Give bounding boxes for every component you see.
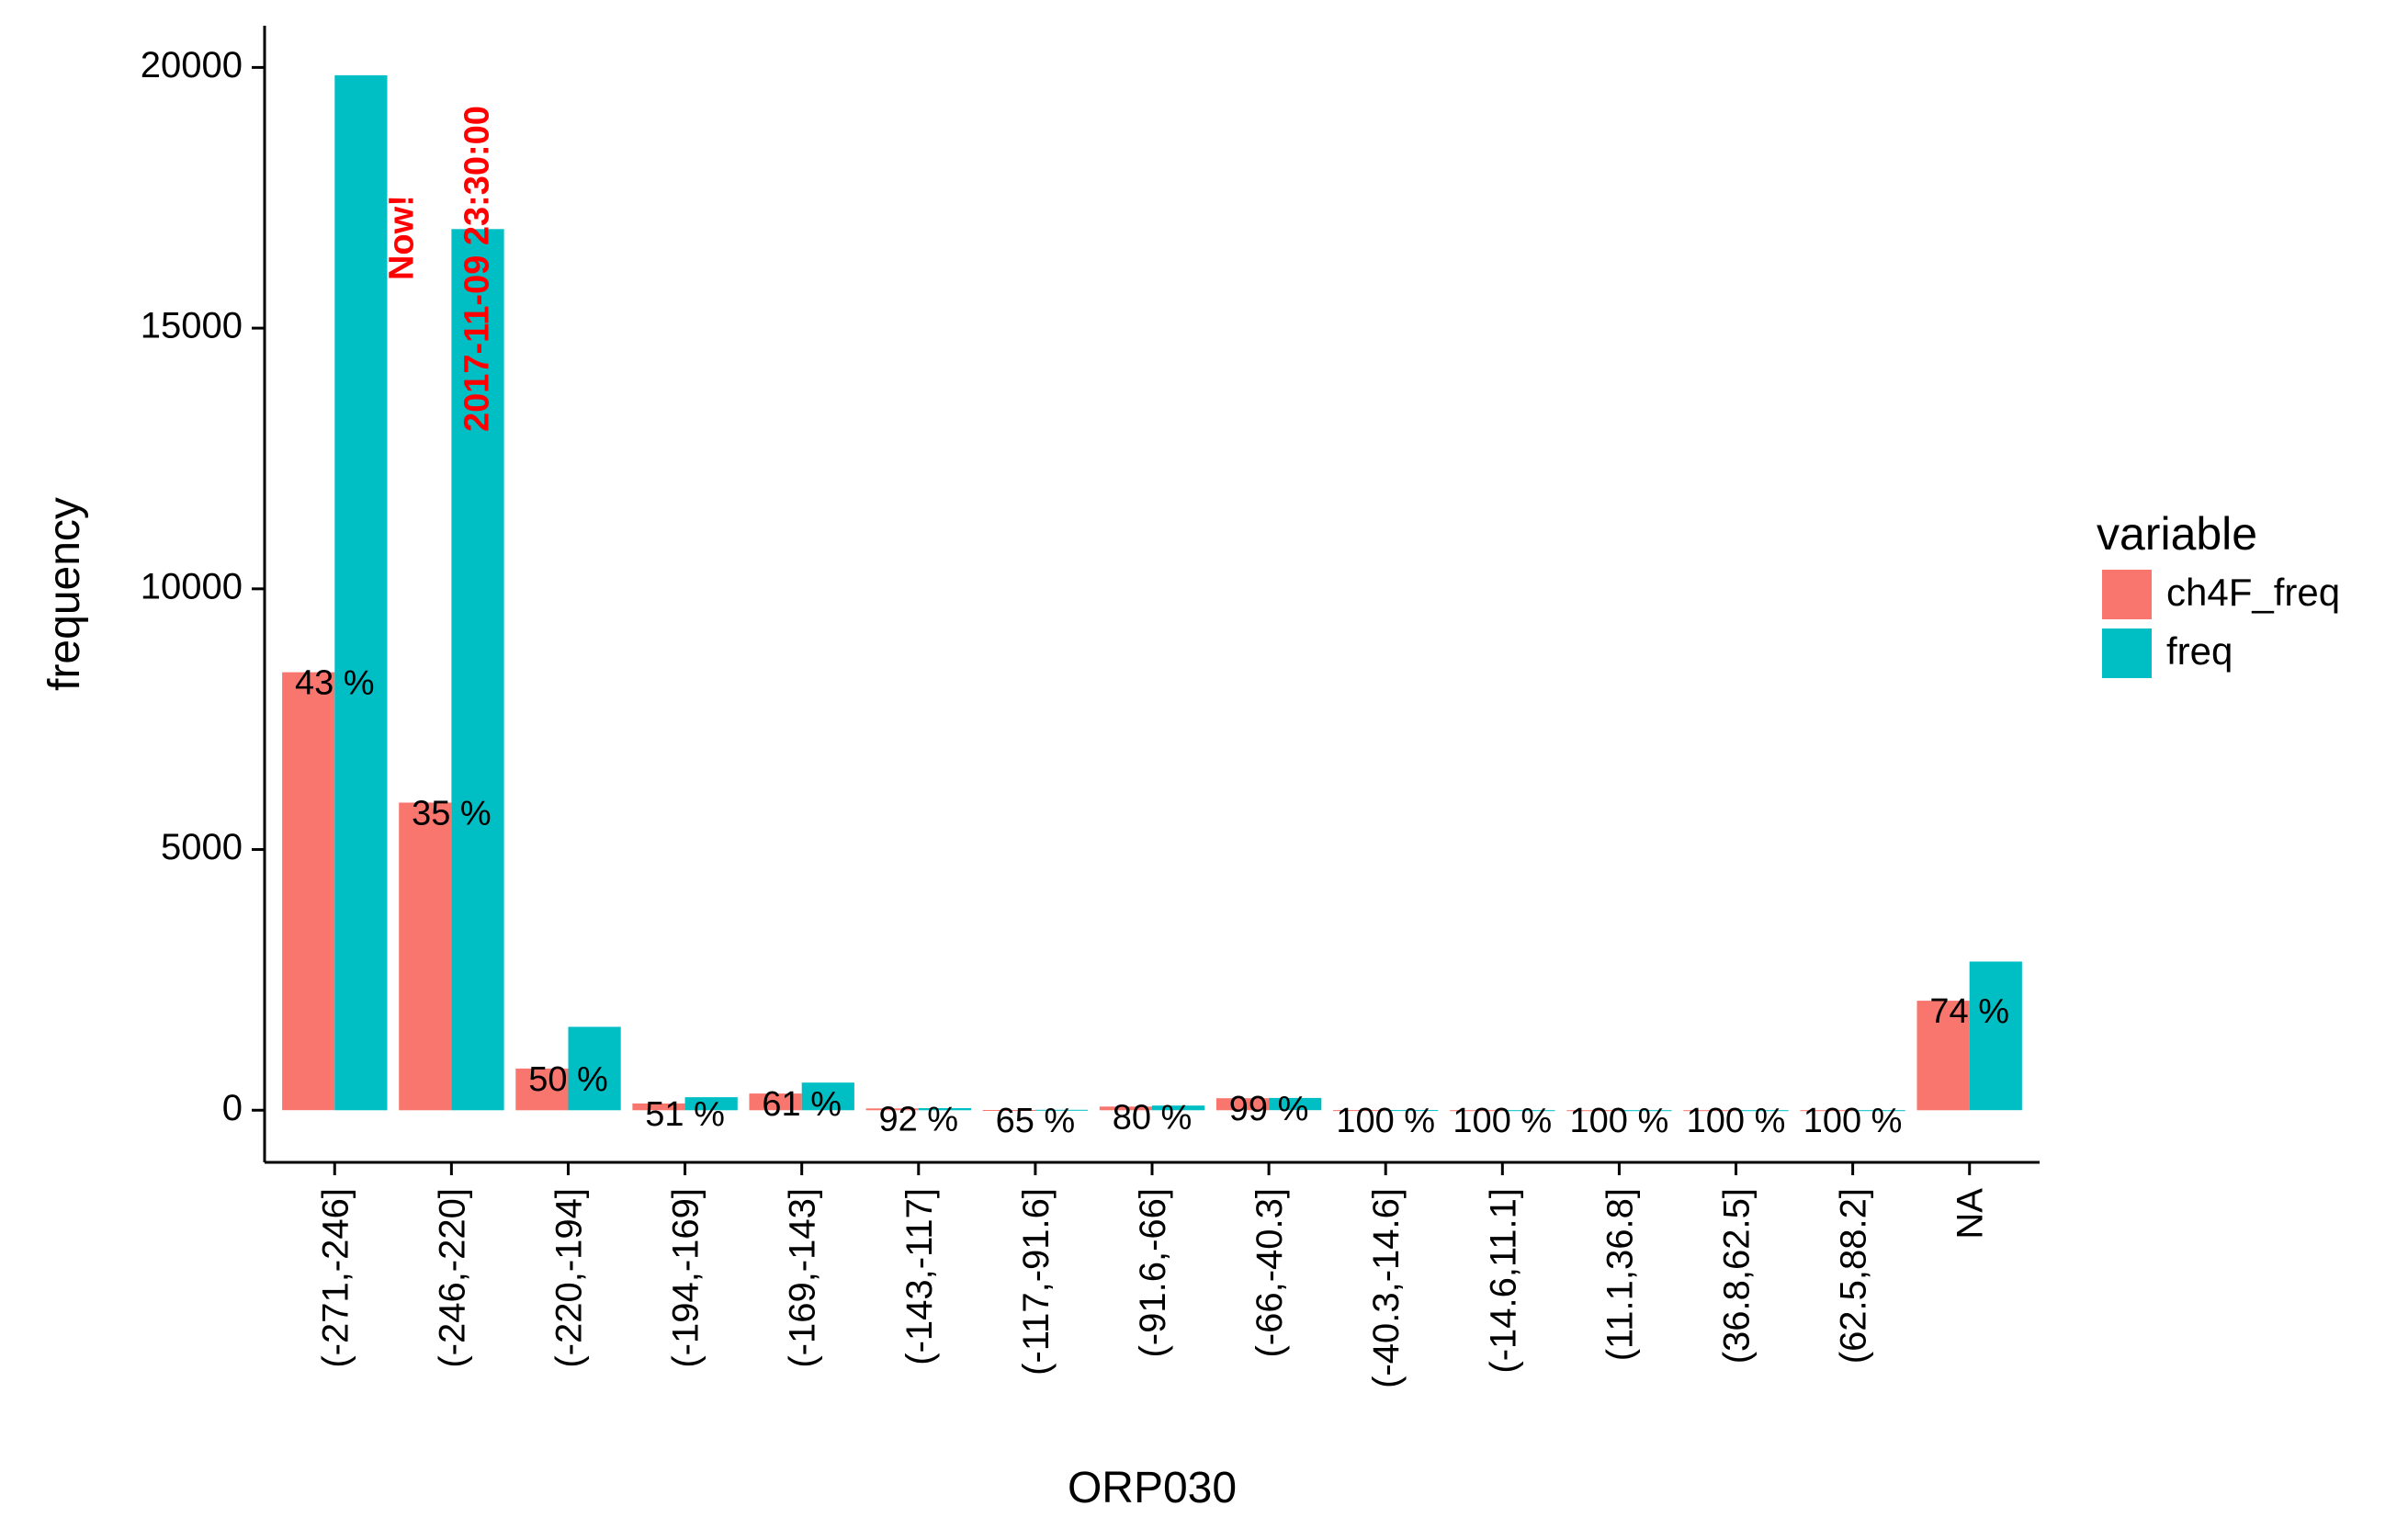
- bar-freq-4: [684, 1097, 738, 1111]
- percent-label-1: 43 %: [295, 664, 375, 703]
- annotation-now: Now!: [382, 195, 421, 280]
- percent-labels-layer: 43 % 35 % 50 % 51 % 61 % 92 % 65 % 80 % 99 % 100 …: [295, 664, 2009, 1141]
- x-tick-label-11: (-14.6,11.1]: [1483, 1188, 1523, 1374]
- bar-ch4F_freq-14: [1800, 1110, 1853, 1112]
- percent-label-6: 92 %: [878, 1100, 958, 1138]
- bar-ch4F_freq-12: [1566, 1110, 1620, 1112]
- bar-ch4F_freq-9: [1215, 1098, 1270, 1111]
- y-tick-label-2: 5000: [161, 827, 243, 867]
- legend-label-ch4F_freq: ch4F_freq: [2166, 571, 2340, 614]
- percent-label-3: 50 %: [528, 1060, 608, 1099]
- percent-label-13: 100 %: [1687, 1102, 1786, 1140]
- bar-freq-9: [1269, 1097, 1322, 1111]
- bar-freq-8: [1152, 1105, 1205, 1111]
- bar-freq-2: [451, 229, 504, 1111]
- x-tick-label-5: (-169,-143]: [783, 1188, 823, 1368]
- x-tick-label-3: (-220,-194]: [548, 1188, 589, 1368]
- y-tick-label-3: 10000: [141, 566, 243, 606]
- legend-swatch-ch4F_freq: [2102, 570, 2152, 619]
- x-tick-label-1: (-271,-246]: [315, 1188, 356, 1368]
- percent-label-9: 99 %: [1229, 1090, 1309, 1128]
- bar-ch4F_freq-3: [515, 1068, 569, 1111]
- bar-ch4F_freq-13: [1683, 1110, 1736, 1112]
- bar-freq-14: [1852, 1110, 1905, 1112]
- percent-label-2: 35 %: [412, 795, 492, 833]
- bar-freq-15: [1969, 961, 2022, 1111]
- bar-freq-13: [1735, 1110, 1789, 1112]
- bar-freq-6: [918, 1108, 971, 1111]
- annotation-timestamp: 2017-11-09 23:30:00: [458, 106, 496, 432]
- bar-ch4F_freq-7: [982, 1110, 1035, 1111]
- bar-freq-11: [1502, 1110, 1555, 1112]
- x-tick-label-14: (62.5,88.2]: [1834, 1188, 1874, 1364]
- x-tick-label-9: (-66,-40.3]: [1249, 1188, 1290, 1358]
- bar-ch4F_freq-1: [282, 672, 335, 1111]
- legend-title: variable: [2097, 508, 2257, 560]
- percent-label-10: 100 %: [1336, 1102, 1435, 1140]
- percent-label-8: 80 %: [1113, 1098, 1193, 1137]
- percent-label-12: 100 %: [1570, 1102, 1669, 1140]
- bar-ch4F_freq-4: [632, 1103, 685, 1111]
- x-tick-label-12: (11.1,36.8]: [1600, 1188, 1640, 1361]
- bar-ch4F_freq-5: [749, 1093, 802, 1111]
- bar-freq-5: [801, 1082, 854, 1111]
- bar-freq-3: [568, 1026, 621, 1111]
- x-tick-label-7: (-117,-91.6]: [1016, 1188, 1057, 1376]
- x-tick-label-15: NA: [1950, 1188, 1991, 1240]
- x-tick-label-4: (-194,-169]: [666, 1188, 707, 1368]
- bar-ch4F_freq-15: [1916, 1001, 1970, 1111]
- annotation-layer: Now! 2017-11-09 23:30:00: [382, 106, 496, 432]
- legend-label-freq: freq: [2166, 629, 2233, 673]
- percent-label-4: 51 %: [645, 1095, 725, 1134]
- y-tick-label-5: 20000: [141, 45, 243, 85]
- bar-freq-12: [1619, 1110, 1672, 1112]
- percent-label-5: 61 %: [762, 1085, 842, 1124]
- x-tick-label-13: (36.8,62.5]: [1717, 1188, 1758, 1364]
- bar-ch4F_freq-11: [1450, 1110, 1503, 1112]
- x-tick-label-8: (-91.6,-66]: [1133, 1188, 1173, 1358]
- y-tick-label-4: 15000: [141, 306, 243, 346]
- y-axis-title: frequency: [40, 497, 89, 691]
- bars-layer: [282, 74, 2022, 1112]
- bar-ch4F_freq-10: [1333, 1110, 1386, 1112]
- x-tick-label-2: (-246,-220]: [432, 1188, 472, 1368]
- bar-freq-1: [334, 74, 388, 1111]
- percent-label-15: 74 %: [1929, 992, 2009, 1031]
- x-axis-title: ORP030: [1068, 1464, 1237, 1512]
- y-tick-label-1: 0: [222, 1088, 243, 1128]
- bar-freq-7: [1034, 1109, 1089, 1111]
- percent-label-7: 65 %: [996, 1102, 1076, 1140]
- bar-ch4F_freq-6: [865, 1108, 919, 1111]
- x-tick-label-10: (-40.3,-14.6]: [1366, 1188, 1407, 1388]
- bar-freq-10: [1385, 1110, 1439, 1112]
- percent-label-14: 100 %: [1803, 1102, 1903, 1140]
- percent-label-11: 100 %: [1453, 1102, 1552, 1140]
- bar-ch4F_freq-2: [399, 802, 452, 1111]
- legend-swatch-freq: [2102, 628, 2152, 678]
- x-tick-label-6: (-143,-117]: [899, 1188, 940, 1365]
- bar-ch4F_freq-8: [1099, 1106, 1152, 1111]
- axes-layer: 0 5000 10000 15000 20000 (-271,-246] (-246,-22…: [40, 26, 2040, 1512]
